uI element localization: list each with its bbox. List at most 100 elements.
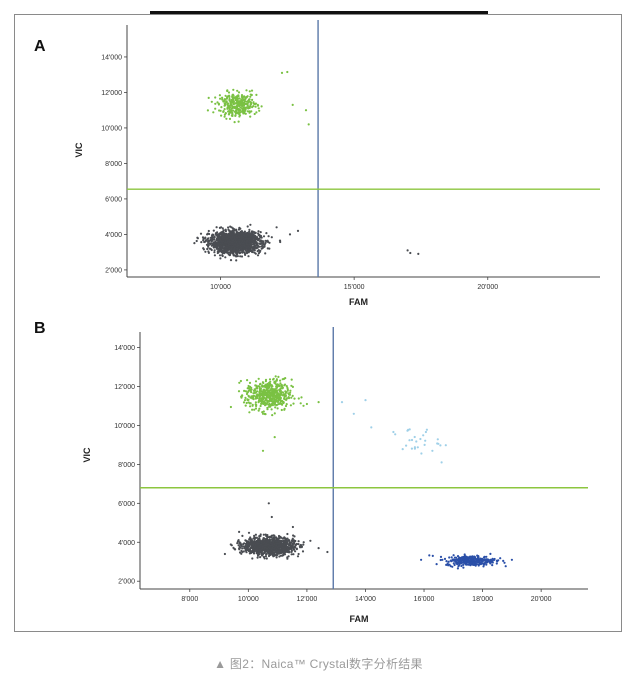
panel-b-droplet-point bbox=[229, 405, 232, 409]
panel-a-droplet-point bbox=[233, 247, 236, 251]
panel-b-droplet-point bbox=[452, 558, 455, 561]
panel-a-droplet-point bbox=[238, 251, 242, 255]
panel-a-droplet-point bbox=[224, 239, 227, 242]
panel-a-droplet-point bbox=[227, 236, 230, 239]
panel-a-droplet-point bbox=[243, 240, 246, 243]
panel-b-droplet-point bbox=[251, 404, 254, 407]
panel-b-droplet-point bbox=[260, 541, 263, 544]
panel-b-droplet-point bbox=[279, 401, 282, 404]
panel-a-droplet-point bbox=[250, 89, 254, 92]
panel-a-droplet-point bbox=[228, 111, 232, 114]
panel-a-droplet-point bbox=[235, 231, 238, 235]
panel-a-droplet-point bbox=[258, 242, 261, 245]
panel-a-droplet-point bbox=[223, 250, 227, 253]
panel-b-y-tick-label: 2'000 bbox=[118, 579, 135, 586]
panel-a-droplet-point bbox=[200, 241, 203, 244]
panel-a-droplet-point bbox=[214, 102, 217, 105]
panel-b-droplet-point bbox=[270, 408, 273, 411]
panel-b-droplet-point bbox=[277, 375, 280, 378]
panel-b-droplet-point bbox=[439, 558, 442, 562]
panel-a-droplet-point bbox=[213, 254, 216, 257]
panel-b-droplet-point bbox=[286, 549, 289, 552]
panel-a-droplet-point bbox=[236, 245, 239, 248]
panel-a-droplet-point bbox=[232, 101, 235, 104]
panel-a-droplet-point bbox=[246, 110, 249, 113]
panel-b-droplet-point bbox=[250, 550, 253, 553]
panel-b-droplet-point bbox=[446, 562, 449, 565]
panel-b-x-tick-label: 20'000 bbox=[531, 596, 552, 603]
panel-b-droplet-point bbox=[491, 564, 494, 567]
panel-b-droplet-point bbox=[490, 559, 494, 562]
panel-b-droplet-point bbox=[282, 401, 285, 404]
panel-b-droplet-point bbox=[263, 396, 266, 399]
panel-a-droplet-point bbox=[245, 241, 248, 244]
panel-a-droplet-point bbox=[229, 259, 233, 262]
panel-a-droplet-point bbox=[222, 244, 225, 247]
panel-b-droplet-point bbox=[290, 378, 293, 381]
panel-a-droplet-point bbox=[252, 233, 255, 236]
panel-b-droplet-point bbox=[279, 379, 282, 382]
panel-b-droplet-point bbox=[262, 539, 265, 542]
panel-b-droplet-point bbox=[271, 544, 274, 547]
panel-a-droplet-point bbox=[236, 105, 239, 108]
panel-b-droplet-point bbox=[272, 552, 275, 555]
panel-a-droplet-point bbox=[214, 107, 217, 110]
panel-b-droplet-point bbox=[364, 399, 367, 402]
panel-a-droplet-point bbox=[288, 233, 292, 236]
panel-a-droplet-point bbox=[256, 254, 260, 257]
panel-a-droplet-point bbox=[207, 229, 210, 233]
panel-b-droplet-point bbox=[469, 559, 472, 562]
panel-b-droplet-point bbox=[317, 547, 320, 550]
panel-b-droplet-point bbox=[258, 391, 261, 394]
panel-b-droplet-point bbox=[269, 404, 273, 407]
panel-b-droplet-point bbox=[253, 541, 256, 545]
panel-a-droplet-point bbox=[238, 113, 241, 116]
panel-b-droplet-point bbox=[476, 554, 479, 557]
panel-a-droplet-point bbox=[244, 248, 247, 251]
panel-b-droplet-point bbox=[297, 397, 300, 400]
panel-b-droplet-point bbox=[265, 547, 269, 550]
panel-a-droplet-point bbox=[249, 103, 252, 106]
panel-a-droplet-point bbox=[221, 227, 224, 230]
panel-a-droplet-point bbox=[262, 245, 266, 248]
panel-b-droplet-point bbox=[261, 381, 264, 384]
panel-b-droplet-point bbox=[270, 552, 273, 556]
panel-a-droplet-point bbox=[219, 244, 222, 247]
panel-b-droplet-point bbox=[256, 556, 259, 559]
panel-a-droplet-point bbox=[240, 94, 244, 97]
panel-b-droplet-point bbox=[482, 565, 485, 568]
panel-b-droplet-point bbox=[242, 543, 245, 546]
panel-b-droplet-point bbox=[270, 534, 273, 538]
panel-b-droplet-point bbox=[289, 389, 292, 392]
panel-b-droplet-point bbox=[245, 401, 248, 405]
panel-a-droplet-point bbox=[242, 104, 245, 107]
panel-b-droplet-point bbox=[445, 563, 448, 567]
panel-a-droplet-point bbox=[237, 91, 241, 94]
panel-b-droplet-point bbox=[291, 394, 294, 397]
panel-a-droplet-point bbox=[228, 240, 231, 243]
panel-b-droplet-point bbox=[272, 540, 275, 544]
panel-b-droplet-point bbox=[273, 547, 276, 550]
panel-a-droplet-point bbox=[254, 231, 257, 234]
panel-b-droplet-point bbox=[252, 549, 255, 552]
panel-b-droplet-point bbox=[259, 397, 262, 400]
panel-a-droplet-point bbox=[219, 97, 222, 100]
panel-b-droplet-point bbox=[251, 395, 255, 398]
panel-b-droplet-point bbox=[302, 404, 305, 407]
panel-b-droplet-point bbox=[266, 534, 269, 537]
panel-a-droplet-point bbox=[223, 102, 226, 105]
panel-b-droplet-point bbox=[460, 559, 463, 562]
panel-a-droplet-point bbox=[275, 226, 278, 229]
panel-b-droplet-point bbox=[255, 536, 258, 539]
panel-b-droplet-point bbox=[252, 537, 255, 540]
panel-a-droplet-point bbox=[215, 238, 218, 242]
panel-b-droplet-point bbox=[288, 551, 291, 554]
panel-a-droplet-point bbox=[224, 228, 227, 231]
panel-b-droplet-point bbox=[268, 405, 271, 408]
panel-b-droplet-point bbox=[269, 538, 273, 542]
panel-b-droplet-point bbox=[240, 395, 243, 398]
panel-b-droplet-point bbox=[238, 545, 241, 548]
panel-a-droplet-point bbox=[202, 247, 205, 250]
panel-a-droplet-point bbox=[230, 110, 233, 113]
panel-b-droplet-point bbox=[255, 404, 258, 408]
